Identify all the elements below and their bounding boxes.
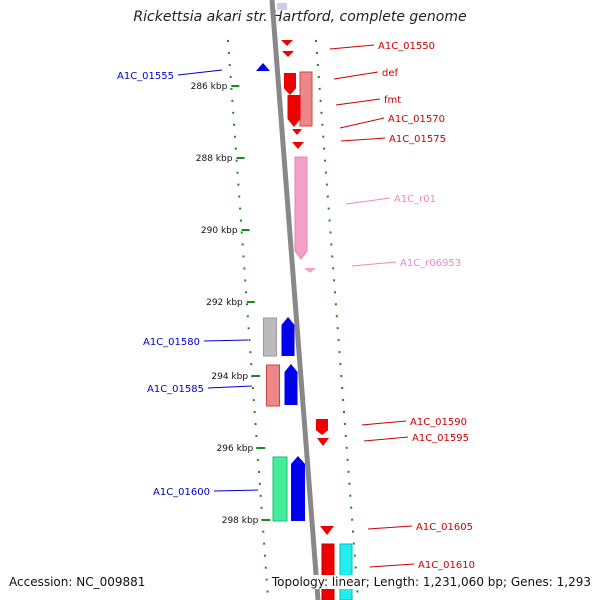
callout-line bbox=[351, 261, 397, 267]
feature-label-a1c-01590[interactable]: A1C_01590 bbox=[361, 417, 467, 428]
callout-line bbox=[363, 436, 409, 442]
feature-glyph bbox=[304, 268, 316, 273]
callout-line bbox=[367, 525, 413, 530]
feature-label-a1c-01575[interactable]: A1C_01575 bbox=[340, 134, 446, 145]
gene-features[interactable]: A1C_01550 A1C_01555 def fmt A1C_01570 A1C_015… bbox=[117, 40, 475, 600]
kbp-tick-label: 288 kbp bbox=[196, 154, 233, 164]
feature-a1c-01585[interactable] bbox=[266, 364, 298, 407]
feature-label-a1c-01600[interactable]: A1C_01600 bbox=[153, 487, 259, 498]
callout-text: A1C_01595 bbox=[412, 433, 469, 444]
feature-glyph bbox=[263, 317, 277, 357]
callout-text: A1C_01575 bbox=[389, 134, 446, 145]
feature-glyph bbox=[266, 364, 280, 407]
callout-line bbox=[340, 137, 386, 142]
feature-glyph bbox=[282, 51, 294, 57]
feature-label-a1c-01570[interactable]: A1C_01570 bbox=[339, 114, 445, 129]
callout-line bbox=[213, 489, 259, 492]
feature-glyph bbox=[291, 456, 305, 521]
callout-line bbox=[333, 71, 379, 80]
feature-label-a1c-01585[interactable]: A1C_01585 bbox=[147, 384, 253, 395]
feature-label-a1c-01595[interactable]: A1C_01595 bbox=[363, 433, 469, 444]
callout-text: A1C_01580 bbox=[143, 337, 200, 348]
feature-a1c-01595[interactable] bbox=[317, 438, 329, 446]
feature-a1c-01590[interactable] bbox=[316, 419, 328, 435]
callout-text: A1C_r06953 bbox=[400, 258, 461, 269]
callout-text: A1C_01585 bbox=[147, 384, 204, 395]
feature-a1c-01550[interactable] bbox=[281, 40, 294, 57]
feature-glyph bbox=[339, 543, 353, 600]
callout-text: A1C_01555 bbox=[117, 71, 174, 82]
feature-a1c-01570[interactable] bbox=[292, 129, 302, 135]
feature-glyph bbox=[281, 317, 295, 356]
callout-text: fmt bbox=[384, 95, 401, 106]
feature-glyph bbox=[284, 364, 298, 405]
callout-text: A1C_01570 bbox=[388, 114, 445, 125]
feature-glyph bbox=[299, 71, 313, 127]
callout-text: A1C_r01 bbox=[394, 194, 436, 205]
feature-glyph bbox=[320, 526, 334, 535]
feature-a1c-01610[interactable] bbox=[321, 543, 353, 600]
feature-label-a1c-r06953[interactable]: A1C_r06953 bbox=[351, 258, 461, 269]
kbp-tick-label: 286 kbp bbox=[191, 82, 228, 92]
callout-text: A1C_01605 bbox=[416, 522, 473, 533]
feature-a1c-01575[interactable] bbox=[292, 142, 304, 149]
callout-line bbox=[207, 385, 253, 389]
map-title: Rickettsia akari str. Hartford, complete… bbox=[133, 9, 467, 25]
kbp-tick-label: 296 kbp bbox=[217, 444, 254, 454]
callout-line bbox=[335, 98, 381, 106]
callout-text: A1C_01590 bbox=[410, 417, 467, 428]
callout-text: def bbox=[382, 68, 399, 79]
feature-glyph bbox=[284, 73, 296, 95]
kbp-tick-label: 298 kbp bbox=[222, 516, 259, 526]
feature-label-a1c-01555[interactable]: A1C_01555 bbox=[117, 69, 223, 82]
guide-dots-1 bbox=[315, 39, 359, 599]
genome-summary: Topology: linear; Length: 1,231,060 bp; … bbox=[269, 575, 591, 589]
feature-glyph bbox=[292, 129, 302, 135]
accession-label: Accession: NC_009881 bbox=[9, 575, 146, 589]
callout-line bbox=[177, 69, 223, 76]
callout-text: A1C_01610 bbox=[418, 560, 475, 571]
feature-glyph bbox=[294, 156, 308, 260]
callout-line bbox=[339, 117, 385, 129]
callout-line bbox=[369, 563, 415, 568]
feature-label-fmt[interactable]: fmt bbox=[335, 95, 401, 106]
callout-line bbox=[329, 44, 375, 50]
callout-line bbox=[345, 197, 391, 205]
feature-glyph bbox=[272, 456, 288, 522]
feature-a1c-01600[interactable] bbox=[272, 456, 305, 522]
genome-backbone bbox=[269, 0, 321, 600]
feature-label-def[interactable]: def bbox=[333, 68, 399, 80]
feature-a1c-r01[interactable] bbox=[294, 156, 308, 260]
feature-label-a1c-01605[interactable]: A1C_01605 bbox=[367, 522, 473, 533]
feature-glyph bbox=[256, 63, 270, 71]
feature-label-a1c-r01[interactable]: A1C_r01 bbox=[345, 194, 436, 205]
guide-dots-0 bbox=[227, 39, 269, 599]
kbp-tick-label: 292 kbp bbox=[206, 298, 243, 308]
feature-label-a1c-01610[interactable]: A1C_01610 bbox=[369, 560, 475, 571]
feature-fmt[interactable] bbox=[287, 95, 301, 127]
feature-a1c-01555[interactable] bbox=[256, 63, 270, 71]
feature-a1c-01605[interactable] bbox=[320, 526, 334, 535]
kbp-ticks: 286 kbp 288 kbp 290 kbp 292 kbp 294 kbp 296 k… bbox=[191, 82, 271, 526]
feature-def[interactable] bbox=[284, 71, 313, 127]
feature-glyph bbox=[316, 419, 328, 435]
feature-glyph bbox=[287, 95, 301, 127]
feature-a1c-01580[interactable] bbox=[263, 317, 295, 357]
feature-glyph bbox=[281, 40, 293, 46]
feature-label-a1c-01550[interactable]: A1C_01550 bbox=[329, 41, 435, 52]
feature-glyph bbox=[292, 142, 304, 149]
callout-text: A1C_01600 bbox=[153, 487, 210, 498]
feature-label-a1c-01580[interactable]: A1C_01580 bbox=[143, 337, 249, 348]
callout-line bbox=[361, 420, 407, 426]
kbp-tick-label: 290 kbp bbox=[201, 226, 238, 236]
feature-glyph bbox=[317, 438, 329, 446]
feature-glyph bbox=[321, 543, 335, 600]
feature-a1c-r06953[interactable] bbox=[304, 268, 316, 273]
kbp-tick-label: 294 kbp bbox=[211, 372, 248, 382]
callout-text: A1C_01550 bbox=[378, 41, 435, 52]
callout-line bbox=[203, 339, 249, 342]
backbone-clip-marker bbox=[277, 3, 287, 10]
